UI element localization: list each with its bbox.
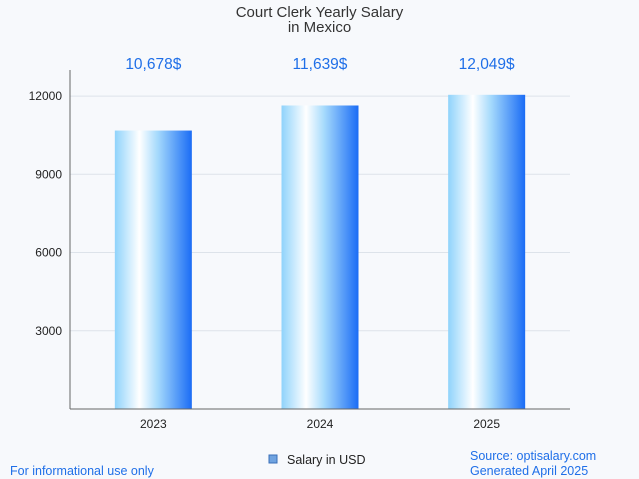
footer-source: Source: optisalary.com: [470, 449, 596, 463]
footer-disclaimer: For informational use only: [10, 464, 155, 478]
y-tick-label: 12000: [29, 89, 63, 103]
labels: 3000 6000 9000 12000 2023 10,678$ 2024 11,639$ 2…: [29, 56, 515, 431]
y-tick-label: 3000: [35, 324, 62, 338]
x-tick-label: 2023: [140, 417, 167, 431]
footer-generated: Generated April 2025: [470, 464, 588, 478]
legend-label: Salary in USD: [287, 453, 366, 467]
chart-title-line-2: in Mexico: [288, 19, 351, 36]
axes: [69, 70, 570, 410]
bar: [448, 94, 526, 409]
y-tick-label: 6000: [35, 246, 62, 260]
bar: [114, 130, 192, 410]
y-tick-label: 9000: [35, 167, 62, 181]
x-tick-label: 2025: [473, 417, 500, 431]
bars: [114, 94, 526, 410]
bar: [281, 105, 359, 409]
data-label: 10,678$: [125, 56, 181, 73]
data-label: 11,639$: [293, 56, 348, 73]
data-label: 12,049$: [459, 56, 515, 73]
legend-swatch: [268, 454, 278, 464]
legend: Salary in USD: [268, 453, 366, 467]
x-tick-label: 2024: [307, 417, 334, 431]
chart-title-line-1: Court Clerk Yearly Salary: [236, 4, 404, 21]
